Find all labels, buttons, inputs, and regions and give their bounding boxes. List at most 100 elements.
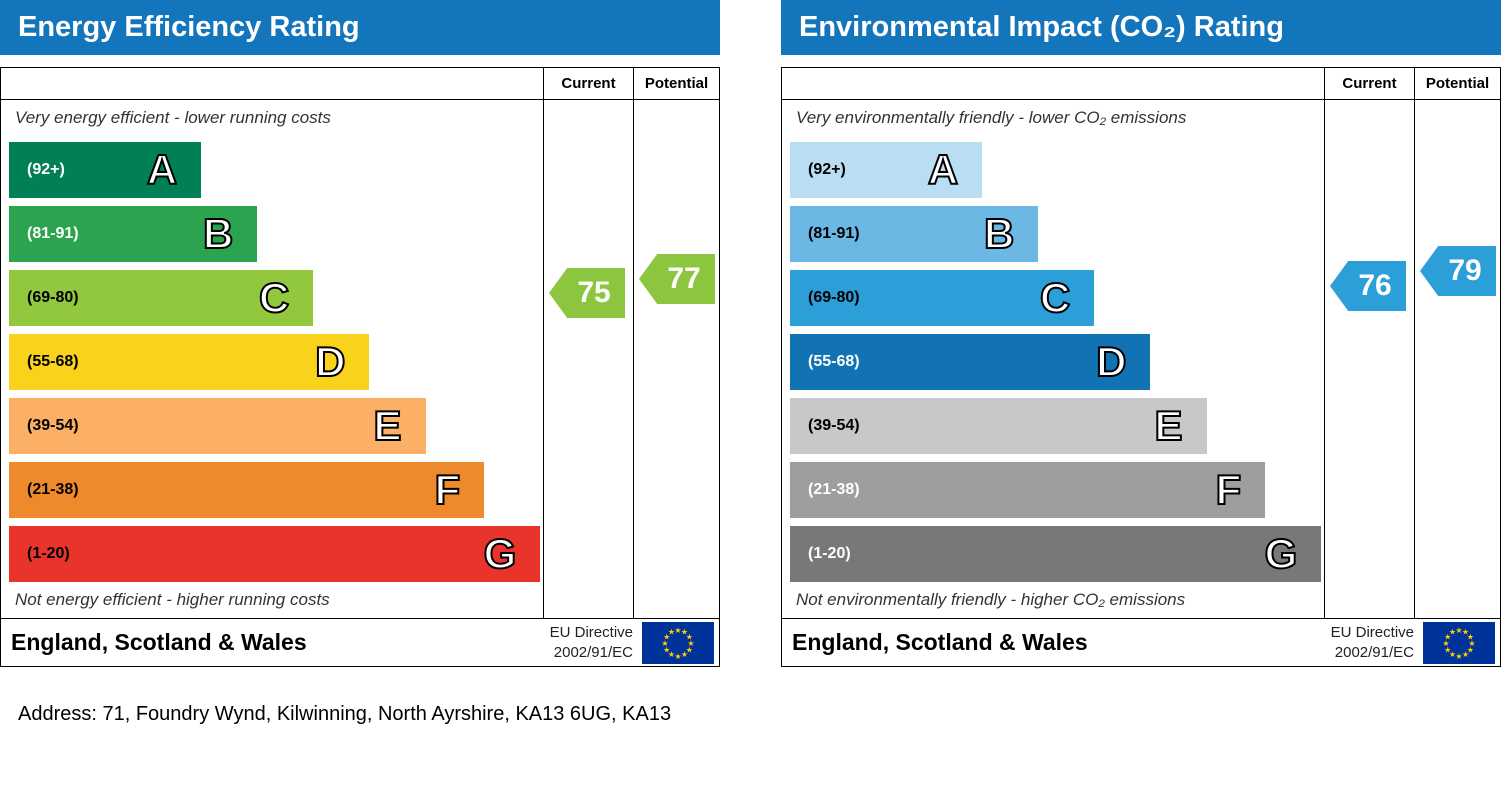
current-column: 76 [1324, 100, 1414, 618]
current-rating-arrow: 76 [1330, 261, 1406, 311]
region-label: England, Scotland & Wales [792, 629, 1088, 655]
current-column-header: Current [543, 68, 633, 99]
band-range: (1-20) [808, 545, 851, 562]
eu-directive-line2: 2002/91/EC [553, 643, 633, 661]
property-address: Address: 71, Foundry Wynd, Kilwinning, N… [18, 703, 672, 725]
potential-column: 79 [1414, 100, 1500, 618]
svg-text:★: ★ [1444, 632, 1451, 641]
environmental-impact-panel: Environmental Impact (CO₂) Rating Curren… [781, 0, 1501, 667]
eu-directive-line2: 2002/91/EC [1334, 643, 1414, 661]
svg-text:★: ★ [1455, 625, 1462, 634]
band-letter: F [1215, 466, 1243, 513]
bottom-note: Not environmentally friendly - higher CO… [796, 590, 1186, 609]
band-letter: F [434, 466, 462, 513]
potential-column: 77 [633, 100, 719, 618]
panel-title: Environmental Impact (CO₂) Rating [781, 0, 1501, 55]
band-d: (55-68) D [9, 334, 370, 390]
band-b: (81-91) B [9, 206, 258, 262]
chart-column-header [1, 68, 543, 99]
potential-rating-value: 79 [1448, 254, 1482, 287]
chart-column-header [782, 68, 1324, 99]
svg-text:★: ★ [663, 632, 670, 641]
band-range: (92+) [808, 161, 846, 178]
table-body: Very environmentally friendly - lower CO… [782, 100, 1500, 618]
epc-charts: Energy Efficiency Rating Current Potenti… [0, 0, 1501, 667]
bands-area: Very energy efficient - lower running co… [1, 100, 543, 618]
potential-column-header: Potential [1414, 68, 1500, 99]
potential-rating-value: 77 [667, 262, 701, 295]
table-footer: England, Scotland & Wales EU Directive 2… [1, 618, 719, 666]
svg-text:★: ★ [1455, 651, 1462, 660]
eu-directive: EU Directive 2002/91/EC ★ ★ ★ ★ ★ ★ ★ ★ ★ ★ ★… [550, 621, 715, 664]
band-e: (39-54) E [9, 398, 426, 454]
svg-text:★: ★ [668, 627, 675, 636]
eu-directive: EU Directive 2002/91/EC ★ ★ ★ ★ ★ ★ ★ ★ ★ ★ ★… [1331, 621, 1496, 664]
eu-directive-label: EU Directive 2002/91/EC [550, 623, 633, 662]
band-c: (69-80) C [9, 270, 314, 326]
band-e: (39-54) E [790, 398, 1207, 454]
band-a: (92+) A [9, 142, 202, 198]
svg-text:★: ★ [681, 650, 688, 659]
potential-column-header: Potential [633, 68, 719, 99]
current-rating-value: 76 [1358, 269, 1392, 302]
band-letter: G [1264, 530, 1299, 577]
epc-table: Current Potential Very environmentally f… [781, 67, 1501, 667]
svg-text:★: ★ [674, 625, 681, 634]
band-range: (92+) [27, 161, 65, 178]
table-footer: England, Scotland & Wales EU Directive 2… [782, 618, 1500, 666]
svg-text:★: ★ [1462, 627, 1469, 636]
band-range: (69-80) [808, 289, 860, 306]
panel-title: Energy Efficiency Rating [0, 0, 720, 55]
svg-text:★: ★ [1449, 627, 1456, 636]
table-header-row: Current Potential [1, 68, 719, 100]
band-range: (81-91) [808, 225, 860, 242]
band-letter: E [372, 402, 402, 449]
eu-directive-line1: EU Directive [549, 624, 633, 641]
band-f: (21-38) F [9, 462, 485, 518]
band-range: (81-91) [27, 225, 79, 242]
band-letter: C [258, 274, 290, 321]
svg-text:★: ★ [668, 650, 675, 659]
bottom-note: Not energy efficient - higher running co… [15, 590, 330, 609]
svg-text:★: ★ [1468, 638, 1475, 647]
band-letter: D [314, 338, 346, 385]
svg-text:★: ★ [1444, 645, 1451, 654]
potential-rating-arrow: 77 [639, 254, 715, 304]
band-letter: A [927, 146, 959, 193]
svg-text:★: ★ [1449, 650, 1456, 659]
band-range: (55-68) [27, 353, 79, 370]
band-g: (1-20) G [9, 526, 541, 582]
band-range: (39-54) [808, 417, 860, 434]
table-body: Very energy efficient - lower running co… [1, 100, 719, 618]
current-column: 75 [543, 100, 633, 618]
eu-directive-line1: EU Directive [1330, 624, 1414, 641]
band-g: (1-20) G [790, 526, 1322, 582]
band-range: (1-20) [27, 545, 70, 562]
svg-text:★: ★ [681, 627, 688, 636]
svg-text:★: ★ [1442, 638, 1449, 647]
energy-efficiency-panel: Energy Efficiency Rating Current Potenti… [0, 0, 720, 667]
band-range: (21-38) [808, 481, 860, 498]
svg-text:★: ★ [674, 651, 681, 660]
band-letter: D [1095, 338, 1127, 385]
eu-flag-icon: ★ ★ ★★ ★★ ★★ ★★ ★★ [1423, 621, 1495, 664]
top-note: Very energy efficient - lower running co… [15, 108, 331, 127]
region-label: England, Scotland & Wales [11, 629, 307, 655]
band-a: (92+) A [790, 142, 983, 198]
band-d: (55-68) D [790, 334, 1151, 390]
eu-flag-icon: ★ ★ ★★ ★★ ★★ ★★ ★★ [642, 621, 714, 664]
band-letter: B [202, 210, 234, 257]
bands-area: Very environmentally friendly - lower CO… [782, 100, 1324, 618]
svg-text:★: ★ [686, 645, 693, 654]
svg-text:★: ★ [661, 638, 668, 647]
current-rating-arrow: 75 [549, 268, 625, 318]
band-letter: C [1039, 274, 1071, 321]
band-letter: B [983, 210, 1015, 257]
band-letter: E [1153, 402, 1183, 449]
top-note: Very environmentally friendly - lower CO… [796, 108, 1187, 127]
band-letter: A [146, 146, 178, 193]
eu-directive-label: EU Directive 2002/91/EC [1331, 623, 1414, 662]
band-range: (39-54) [27, 417, 79, 434]
band-letter: G [483, 530, 518, 577]
epc-table: Current Potential Very energy efficient … [0, 67, 720, 667]
